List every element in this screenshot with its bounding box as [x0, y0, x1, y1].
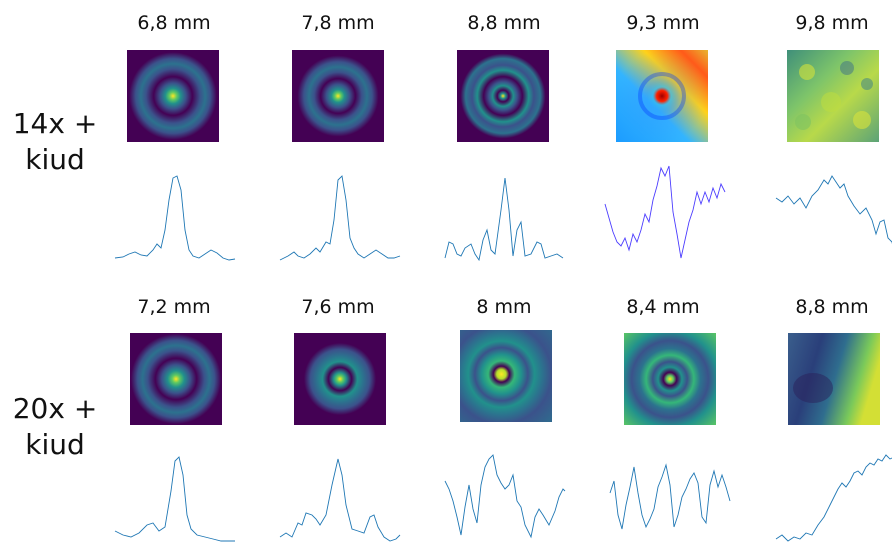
- title-r0-c2: 8,8 mm: [467, 12, 541, 34]
- profile-plot-r1-c1: [279, 445, 401, 545]
- row-label-14x: 14x + kiud: [0, 106, 110, 178]
- row-label-14x-line2: kiud: [25, 143, 85, 176]
- beam-image-r1-c1: [294, 333, 386, 425]
- beam-image-r1-c3: [624, 333, 716, 425]
- title-r1-c1: 7,6 mm: [301, 296, 375, 318]
- profile-plot-r0-c0: [114, 170, 236, 270]
- title-r0-c1: 7,8 mm: [301, 12, 375, 34]
- profile-plot-r1-c3: [609, 445, 731, 545]
- title-r1-c3: 8,4 mm: [626, 296, 700, 318]
- row-label-20x: 20x + kiud: [0, 391, 110, 463]
- title-r1-c2: 8 mm: [476, 296, 532, 318]
- title-r0-c0: 6,8 mm: [137, 12, 211, 34]
- beam-image-r0-c0: [127, 50, 219, 142]
- profile-plot-r0-c2: [444, 170, 565, 270]
- row-label-20x-line1: 20x +: [12, 392, 98, 425]
- profile-plot-r0-c4: [775, 162, 892, 262]
- beam-image-r0-c2: [457, 50, 549, 142]
- profile-plot-r1-c0: [114, 445, 235, 545]
- beam-image-r1-c2: [460, 330, 552, 422]
- title-r1-c0: 7,2 mm: [137, 296, 211, 318]
- beam-image-r1-c4: [788, 333, 880, 425]
- beam-image-r0-c4: [787, 50, 879, 142]
- row-label-14x-line1: 14x +: [12, 107, 98, 140]
- profile-plot-r1-c4: [775, 445, 892, 545]
- row-label-20x-line2: kiud: [25, 428, 85, 461]
- profile-plot-r0-c3: [604, 162, 726, 262]
- title-r1-c4: 8,8 mm: [795, 296, 869, 318]
- profile-plot-r0-c1: [279, 170, 401, 270]
- profile-plot-r1-c2: [444, 445, 566, 545]
- beam-image-r1-c0: [130, 333, 222, 425]
- beam-image-r0-c3: [616, 50, 708, 142]
- title-r0-c4: 9,8 mm: [795, 12, 869, 34]
- beam-image-r0-c1: [292, 50, 384, 142]
- title-r0-c3: 9,3 mm: [626, 12, 700, 34]
